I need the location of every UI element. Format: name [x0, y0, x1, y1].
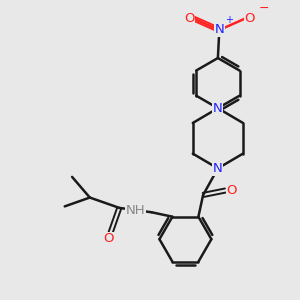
Text: O: O	[244, 12, 255, 25]
Text: O: O	[184, 12, 194, 25]
Text: N: N	[214, 23, 224, 37]
Text: N: N	[213, 102, 223, 115]
Text: +: +	[225, 15, 233, 25]
Text: O: O	[104, 232, 114, 245]
Text: NH: NH	[126, 204, 145, 217]
Text: N: N	[213, 162, 223, 175]
Text: O: O	[226, 184, 237, 197]
Text: −: −	[259, 2, 270, 15]
